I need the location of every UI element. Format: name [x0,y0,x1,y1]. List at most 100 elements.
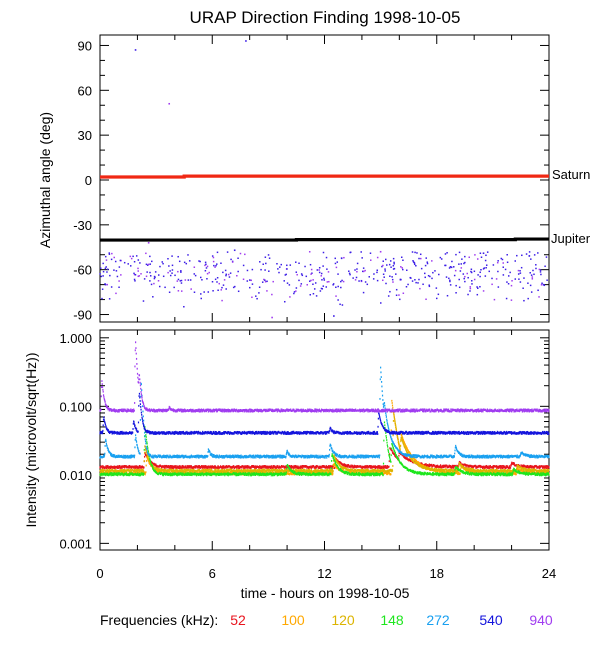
azimuth-point [370,252,372,254]
azimuth-point [158,274,160,276]
azimuth-point [287,282,289,284]
azimuth-point [290,264,292,266]
azimuth-point [521,267,523,269]
intensity-point [396,428,397,430]
azimuth-point [265,256,267,258]
azimuth-point [188,279,190,281]
azimuth-point [425,265,427,267]
azimuth-point [324,279,326,281]
azimuth-point [445,265,447,267]
intensity-point [516,473,517,475]
azimuth-point [474,254,476,256]
azimuth-point [449,280,451,282]
azimuth-point [316,295,318,297]
azimuth-point [511,285,513,287]
azimuth-point [278,272,280,274]
azimuth-point [519,270,521,272]
azimuth-point [422,284,424,286]
azimuth-point [470,288,472,290]
azimuth-point [162,261,164,263]
intensity-tick-label: 0.100 [59,399,92,414]
azimuth-point [224,279,226,281]
azimuth-point [180,271,182,273]
azimuth-point [420,258,422,260]
azimuth-point [251,297,253,299]
azimuth-point [117,276,119,278]
azimuth-point [225,275,227,277]
azimuth-point [208,291,210,293]
azimuth-point [181,282,183,284]
azimuth-point [332,284,334,286]
azimuth-point [382,260,384,262]
azimuth-axis-label: Azimuthal angle (deg) [37,112,53,248]
azimuth-point [252,269,254,271]
azimuth-point [494,299,496,301]
azimuth-point [118,287,120,289]
azimuth-point [541,283,543,285]
azimuth-point [477,294,479,296]
azimuth-point [226,274,228,276]
azimuth-point [368,276,370,278]
azimuth-point [540,274,542,276]
azimuth-point [453,266,455,268]
azimuth-point [392,281,394,283]
azimuth-point [144,278,146,280]
azimuth-point [481,256,483,258]
intensity-point [304,469,305,471]
time-tick-label: 0 [96,566,103,581]
azimuth-point [113,269,115,271]
azimuth-point [213,265,215,267]
azimuth-point [158,280,160,282]
azimuth-point [310,273,312,275]
azimuth-point [506,281,508,283]
azimuth-point [459,252,461,254]
azimuth-point [237,257,239,259]
intensity-point [398,441,399,443]
intensity-point [440,464,441,466]
azimuth-point [178,279,180,281]
azimuth-point [277,268,279,270]
azimuth-point [260,269,262,271]
azimuth-point [489,271,491,273]
azimuth-point [135,274,137,276]
azimuth-point [337,273,339,275]
azimuth-point [221,289,223,291]
intensity-point [388,466,389,468]
azimuth-point [311,269,313,271]
azimuth-point [480,269,482,271]
azimuth-point [343,281,345,283]
azimuth-point [400,266,402,268]
azimuth-point [262,264,264,266]
azimuth-point [518,278,520,280]
azimuth-point [146,276,148,278]
azimuth-point [181,290,183,292]
intensity-point [462,465,463,467]
azimuth-point [535,268,537,270]
azimuth-point [149,256,151,257]
azimuth-point [497,271,499,273]
azimuth-point [183,306,185,308]
azimuth-point [337,299,339,301]
azimuth-point [461,267,463,269]
azimuth-point [390,260,392,262]
azimuth-point [505,269,507,271]
azimuth-point [180,270,182,272]
intensity-ticks [100,330,549,550]
azimuth-point [215,279,217,281]
azimuth-point [295,290,297,292]
azimuth-point [111,286,113,288]
azimuth-point [256,298,258,300]
azimuth-point [546,279,548,281]
azimuth-point [229,276,231,278]
azimuth-point [321,279,323,281]
azimuth-point [427,261,429,263]
azimuth-point [262,281,264,283]
azimuth-point [377,270,379,272]
azimuth-point [446,276,448,278]
azimuth-point [416,252,418,254]
azimuth-point [476,286,478,288]
intensity-point [341,466,342,468]
azimuth-point [364,270,366,272]
azimuth-point [357,263,359,265]
